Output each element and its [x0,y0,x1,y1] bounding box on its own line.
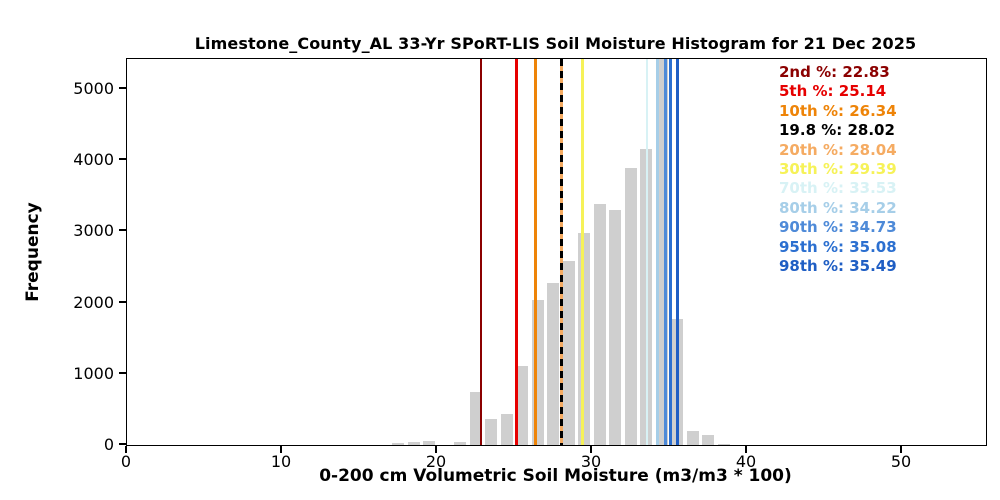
legend-entry-30th: 30th %: 29.39 [779,160,897,179]
y-tick-label: 4000 [73,150,114,170]
x-tick-label: 0 [120,452,132,471]
x-tick-label: 50 [890,452,912,471]
histogram-bar [454,441,467,445]
legend-entry-5th: 5th %: 25.14 [779,82,887,101]
histogram-bar [562,260,575,445]
y-tick-mark [119,300,126,303]
legend-entry-95th: 95th %: 35.08 [779,237,897,256]
histogram-bar [407,442,420,445]
percentile-line-30th [581,59,584,445]
y-tick-mark [119,371,126,374]
histogram-bar [423,441,436,445]
x-tick-mark [435,446,437,453]
y-tick-label: 5000 [73,78,114,98]
x-tick-mark [745,446,747,453]
histogram-bar [392,443,405,445]
y-tick-mark [119,229,126,232]
legend-entry-19.8: 19.8 %: 28.02 [779,121,895,140]
plot-area [126,58,987,446]
x-tick-mark [900,446,902,453]
histogram-bar [547,282,560,445]
histogram-bar [469,392,482,445]
y-tick-label: 3000 [73,221,114,241]
percentile-line-5th [515,59,518,445]
chart-title: Limestone_County_AL 33-Yr SPoRT-LIS Soil… [194,34,917,53]
percentile-line-2nd [479,59,483,445]
legend-entry-98th: 98th %: 35.49 [779,257,897,276]
histogram-bar [500,413,513,445]
histogram-bar [624,168,637,445]
x-tick-label: 20 [425,452,447,471]
percentile-line-80th [655,59,659,445]
y-axis-label: Frequency [23,202,43,302]
legend-entry-80th: 80th %: 34.22 [779,198,897,217]
y-tick-mark [119,86,126,89]
legend-entry-20th: 20th %: 28.04 [779,140,897,159]
histogram-bar [686,430,699,445]
histogram-bar [702,435,715,445]
histogram-bar [516,365,529,445]
histogram-bar [578,232,591,445]
histogram-bar [593,204,606,445]
x-tick-label: 40 [735,452,757,471]
x-tick-label: 10 [270,452,292,471]
percentile-line-90th [663,59,667,445]
percentile-line-10th [534,59,537,445]
legend-entry-90th: 90th %: 34.73 [779,218,897,237]
x-tick-mark [125,446,127,453]
percentile-legend: 2nd %: 22.83 5th %: 25.14 10th %: 26.34 19.… [779,63,897,276]
histogram-bar [717,443,730,445]
y-tick-mark [119,443,126,445]
percentile-line-95th [669,59,673,445]
x-tick-mark [280,446,282,453]
legend-entry-10th: 10th %: 26.34 [779,101,897,120]
histogram-bar [485,418,498,445]
y-tick-mark [119,158,126,161]
y-tick-label: 2000 [73,292,114,312]
histogram-bar [609,210,622,445]
x-tick-mark [590,446,592,453]
x-axis-label: 0-200 cm Volumetric Soil Moisture (m3/m3… [319,466,792,486]
legend-entry-70th: 70th %: 33.53 [779,179,897,198]
percentile-line-70th [645,59,648,445]
legend-entry-2nd: 2nd %: 22.83 [779,63,890,81]
y-tick-label: 1000 [73,363,114,383]
y-tick-label: 0 [103,435,114,454]
x-tick-label: 30 [580,452,602,471]
percentile-line-98th [675,59,679,445]
percentile-line-19.8 [559,59,563,445]
